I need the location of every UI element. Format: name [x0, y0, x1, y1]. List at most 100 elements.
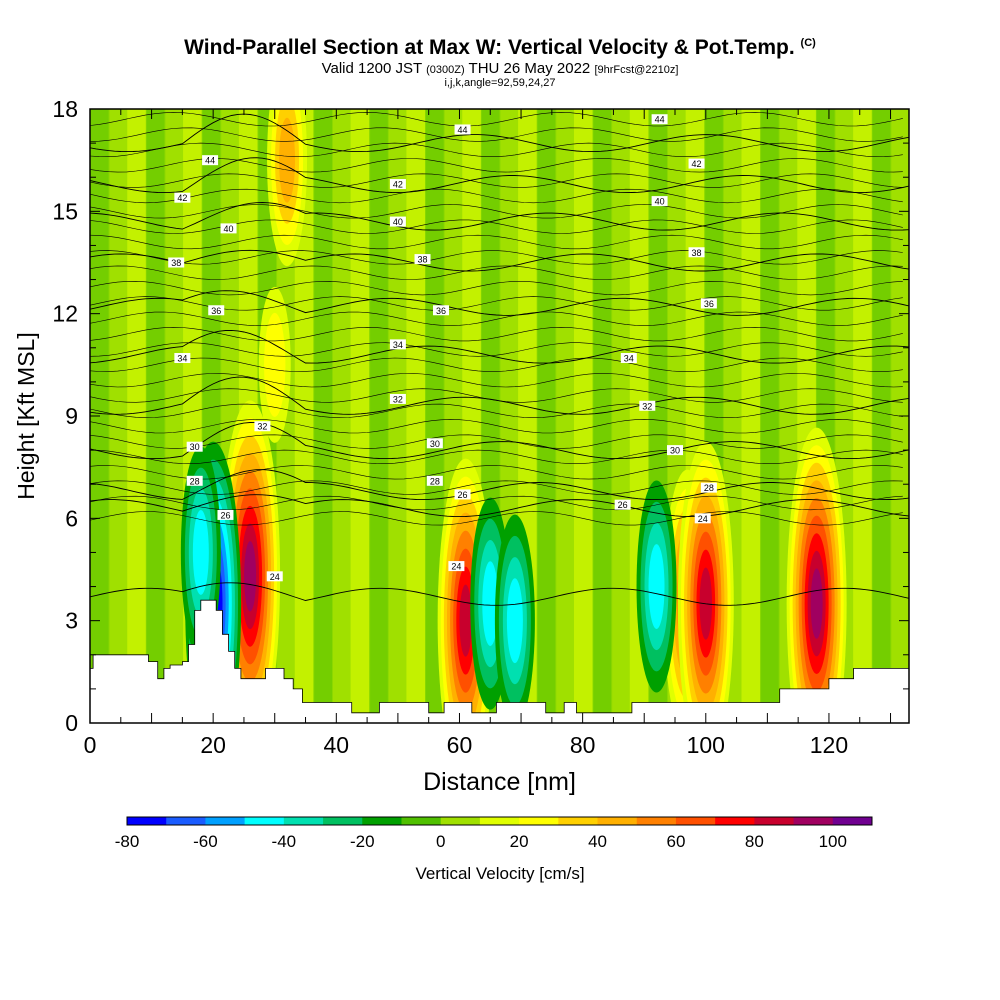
isentrope-label: 38 — [688, 247, 705, 258]
velocity-band — [127, 109, 147, 723]
svg-text:24: 24 — [451, 562, 461, 572]
velocity-band — [871, 109, 892, 723]
y-tick-label: 6 — [65, 505, 78, 531]
velocity-core — [482, 561, 499, 647]
svg-text:32: 32 — [257, 422, 267, 432]
colorbar-swatch — [793, 817, 834, 825]
colorbar-swatch — [440, 817, 481, 825]
isentrope-line — [90, 449, 903, 465]
colorbar-swatch — [362, 817, 402, 825]
isentrope-line — [90, 373, 903, 388]
isentrope-label: 40 — [220, 223, 237, 234]
svg-text:42: 42 — [177, 193, 187, 203]
isentrope-line — [90, 188, 903, 204]
isentrope-label: 32 — [389, 393, 406, 404]
velocity-core — [279, 117, 296, 203]
velocity-band — [369, 109, 389, 723]
svg-text:36: 36 — [704, 299, 714, 309]
colorbar-tick-label: -60 — [193, 832, 218, 851]
isentrope-label: 34 — [620, 353, 637, 364]
velocity-core — [459, 584, 472, 657]
colorbar-swatch — [244, 817, 285, 825]
velocity-band — [536, 109, 557, 723]
y-tick-label: 0 — [65, 710, 78, 736]
isentrope-line — [90, 173, 903, 188]
svg-text:30: 30 — [190, 442, 200, 452]
colorbar-tick-label: -20 — [350, 832, 375, 851]
isentrope-line — [90, 329, 909, 364]
colorbar-tick-label: 0 — [436, 832, 445, 851]
isentrope-line — [90, 422, 909, 460]
svg-text:40: 40 — [655, 197, 665, 207]
svg-text:42: 42 — [393, 180, 403, 190]
isentrope-line — [90, 250, 903, 265]
isentrope-line — [90, 290, 909, 316]
velocity-core — [192, 510, 209, 595]
isentrope-label: 42 — [389, 179, 406, 190]
isentrope-label: 30 — [186, 441, 203, 452]
colorbar-swatch — [519, 817, 559, 825]
svg-text:26: 26 — [618, 500, 628, 510]
colorbar-tick-label: 100 — [819, 832, 847, 851]
colorbar-swatch — [205, 817, 246, 825]
colorbar-frame — [126, 816, 873, 826]
colorbar-swatch — [832, 817, 873, 825]
svg-text:28: 28 — [430, 476, 440, 486]
colorbar-tick-label: 60 — [666, 832, 685, 851]
velocity-band — [406, 109, 427, 723]
isentrope-line — [90, 158, 903, 173]
isentrope-label: 30 — [667, 445, 683, 456]
x-tick-label: 60 — [447, 732, 473, 758]
velocity-band — [108, 109, 129, 723]
colorbar-label: Vertical Velocity [cm/s] — [415, 864, 585, 883]
isentrope-line — [90, 434, 903, 449]
velocity-band — [555, 109, 575, 723]
y-tick-label: 12 — [52, 301, 78, 327]
svg-text:24: 24 — [698, 514, 708, 524]
grid-indices-line: i,j,k,angle=92,59,24,27 — [444, 77, 556, 89]
isentrope-line — [90, 202, 909, 231]
isentrope-label: 24 — [266, 571, 283, 582]
velocity-band — [760, 109, 780, 723]
svg-text:30: 30 — [430, 439, 440, 449]
isentrope-label: 24 — [694, 513, 711, 524]
isentrope-label: 26 — [614, 499, 631, 510]
isentrope-label: 26 — [217, 509, 234, 520]
colorbar-swatch — [479, 817, 520, 825]
isentrope-line — [90, 465, 903, 480]
colorbar-swatch — [715, 817, 755, 825]
isentrope-line — [90, 403, 903, 419]
velocity-band — [331, 109, 352, 723]
valid-time-line: Valid 1200 JST (0300Z) THU 26 May 2022 [… — [321, 60, 679, 77]
svg-text:34: 34 — [177, 354, 187, 364]
colorbar-swatch — [558, 817, 599, 825]
colorbar-tick-label: 40 — [588, 832, 607, 851]
velocity-band — [387, 109, 408, 723]
isentrope-line — [90, 249, 909, 272]
velocity-band — [592, 109, 613, 723]
chart-title: Wind-Parallel Section at Max W: Vertical… — [184, 36, 816, 59]
isentrope-label: 36 — [208, 305, 225, 316]
isentrope-line — [90, 494, 909, 518]
isentrope-label: 42 — [688, 158, 705, 169]
isentrope-line — [90, 511, 903, 526]
isentropes — [90, 112, 909, 606]
velocity-band — [611, 109, 631, 723]
velocity-core — [810, 568, 823, 639]
svg-text:28: 28 — [190, 476, 200, 486]
isentrope-line — [90, 265, 903, 280]
y-tick-label: 15 — [52, 198, 78, 224]
colorbar-swatch — [754, 817, 795, 825]
y-axis-label: Height [Kft MSL] — [13, 332, 39, 499]
svg-text:32: 32 — [393, 394, 403, 404]
isentrope-label: 44 — [202, 155, 219, 166]
isentrope-label: 42 — [174, 192, 191, 203]
colorbar-swatch — [597, 817, 638, 825]
velocity-band — [853, 109, 873, 723]
x-tick-label: 0 — [84, 732, 97, 758]
isentrope-label: 40 — [651, 196, 668, 207]
isentrope-line — [90, 357, 903, 372]
isentrope-line — [90, 342, 903, 357]
isentrope-label: 38 — [168, 257, 185, 268]
